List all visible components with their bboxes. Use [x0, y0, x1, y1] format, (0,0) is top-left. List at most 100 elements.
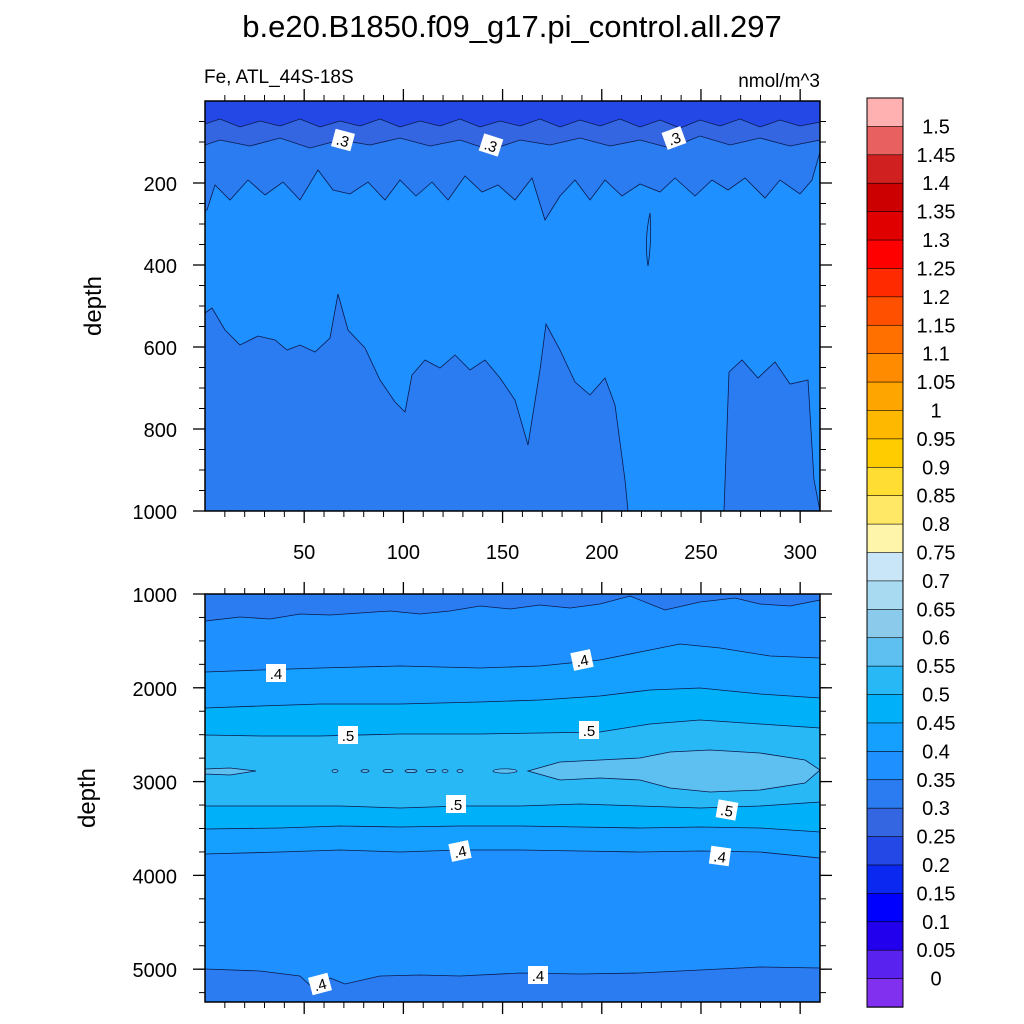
colorbar-swatch — [866, 296, 904, 326]
colorbar-swatch — [866, 580, 904, 611]
lower-y-axis-label: depth — [74, 768, 101, 828]
colorbar-swatch — [866, 807, 904, 838]
colorbar-swatch — [866, 381, 904, 412]
contour-label-box — [579, 721, 599, 739]
contour-label-text: .3 — [666, 129, 684, 149]
colorbar-swatch — [866, 438, 904, 468]
contour-label: .3 — [661, 126, 687, 150]
y-tick-label: 5000 — [133, 960, 178, 982]
colorbar-label: 0.8 — [922, 514, 950, 536]
eddy-8 — [492, 768, 518, 774]
colorbar-swatch — [866, 864, 904, 895]
x-tick-label: 250 — [684, 542, 717, 564]
x-tick-label: 200 — [585, 542, 618, 564]
colorbar-label: 1.4 — [922, 173, 950, 195]
contour-label-text: .4 — [452, 843, 468, 862]
y-tick-label: 1000 — [133, 502, 178, 524]
colorbar-swatch — [866, 694, 904, 724]
colorbar-label: 0 — [930, 969, 941, 991]
contour-label-text: .4 — [270, 666, 283, 683]
contour-label: .4 — [708, 845, 732, 867]
colorbar-swatch — [866, 523, 904, 554]
contour-label: .5 — [579, 721, 599, 740]
chart-title: b.e20.B1850.f09_g17.pi_control.all.297 — [242, 9, 782, 44]
colorbar-label: 0.9 — [922, 457, 950, 479]
colorbar-swatch — [866, 126, 904, 156]
eddy-5 — [425, 769, 437, 773]
contour-label: .5 — [338, 726, 358, 745]
contour-label-box — [331, 128, 355, 152]
colorbar-swatch — [866, 239, 904, 270]
upper-contour-band-deep-right — [723, 359, 821, 512]
colorbar-label: 0.2 — [922, 855, 950, 877]
eddy-7 — [456, 769, 464, 773]
colorbar-swatch — [866, 751, 904, 781]
contour-label: .3 — [478, 133, 504, 157]
colorbar-frame — [866, 97, 904, 1008]
contour-label-box — [715, 799, 739, 821]
colorbar-swatch — [866, 353, 904, 383]
contour-label-box — [338, 726, 358, 744]
colorbar-label: 0.25 — [917, 827, 956, 849]
contour-label-text: .4 — [574, 652, 590, 671]
colorbar-swatch — [866, 495, 904, 525]
colorbar-swatch — [866, 552, 904, 582]
contour-label-text: .3 — [482, 136, 499, 156]
x-tick-label: 300 — [783, 542, 816, 564]
contour-label-box — [570, 649, 594, 671]
colorbar-swatch — [866, 921, 904, 951]
colorbar-label: 0.15 — [917, 883, 956, 905]
contour-label-box — [661, 126, 687, 150]
colorbar-label: 0.55 — [917, 656, 956, 678]
eddy-4 — [404, 769, 418, 773]
contour-label-text: .5 — [342, 728, 355, 745]
contour-label-text: .5 — [450, 797, 463, 814]
contour-label-box — [478, 133, 504, 157]
colorbar: 0 0.05 0.1 0.15 0.2 0.25 0.3 0.35 0.4 0.45 0.5 0.55… — [866, 97, 956, 1008]
colorbar-swatch — [866, 466, 904, 497]
y-tick-label: 4000 — [133, 866, 178, 888]
colorbar-swatch — [866, 182, 904, 213]
colorbar-label: 0.45 — [917, 713, 956, 735]
colorbar-label: 1.35 — [917, 202, 956, 224]
colorbar-label: 0.7 — [922, 571, 950, 593]
eddy-3 — [382, 769, 394, 773]
colorbar-label: 0.05 — [917, 940, 956, 962]
colorbar-swatch — [866, 836, 904, 866]
colorbar-label: 1.2 — [922, 287, 950, 309]
x-tick-label: 100 — [387, 542, 420, 564]
lower-contour-band-top — [204, 593, 821, 622]
lower-panel: .4 .4 .5 .5 .5 .5 .4 .4 .4 .4 1000 2000 3000 4000 500… — [74, 582, 832, 1014]
contour-label: .4 — [308, 972, 332, 996]
contour-label-box — [448, 840, 472, 862]
colorbar-swatch — [866, 211, 904, 241]
colorbar-label: 1.45 — [917, 145, 956, 167]
colorbar-label: 1.05 — [917, 372, 956, 394]
colorbar-swatch — [866, 637, 904, 667]
colorbar-label: 0.35 — [917, 770, 956, 792]
colorbar-label: 1.25 — [917, 258, 956, 280]
colorbar-swatch — [866, 949, 904, 980]
contour-label: .5 — [446, 795, 466, 814]
contour-label-box — [708, 845, 732, 867]
contour-label: .4 — [448, 840, 472, 862]
contour-label: .5 — [715, 799, 739, 821]
colorbar-swatch — [866, 410, 904, 440]
colorbar-swatch — [866, 779, 904, 809]
colorbar-label: 0.85 — [917, 486, 956, 508]
colorbar-label: 0.1 — [922, 912, 950, 934]
upper-contour-band-deep — [204, 293, 629, 512]
eddy-6 — [441, 769, 449, 773]
eddy-2 — [360, 769, 370, 773]
colorbar-label: 0.3 — [922, 798, 950, 820]
colorbar-label: 1.3 — [922, 230, 950, 252]
contour-label-text: .4 — [712, 848, 727, 867]
upper-contour-eddy — [646, 212, 652, 267]
colorbar-swatch — [866, 268, 904, 298]
y-tick-label: 3000 — [133, 773, 178, 795]
colorbar-label: 0.65 — [917, 599, 956, 621]
colorbar-label: 0.6 — [922, 628, 950, 650]
y-tick-label: 200 — [144, 174, 177, 196]
y-tick-label: 1000 — [133, 585, 178, 607]
colorbar-swatch — [866, 97, 904, 128]
